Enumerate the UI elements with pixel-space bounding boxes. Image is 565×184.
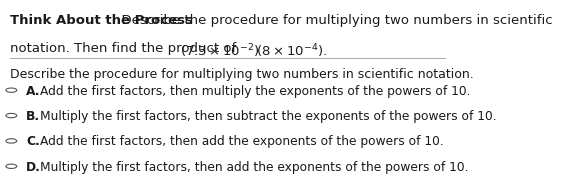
Text: Describe the procedure for multiplying two numbers in scientific notation.: Describe the procedure for multiplying t… — [10, 68, 473, 81]
Text: Multiply the first factors, then add the exponents of the powers of 10.: Multiply the first factors, then add the… — [40, 161, 468, 174]
Text: notation. Then find the product of: notation. Then find the product of — [10, 42, 240, 55]
Text: A.: A. — [26, 85, 41, 98]
Text: Multiply the first factors, then subtract the exponents of the powers of 10.: Multiply the first factors, then subtrac… — [40, 110, 497, 123]
Text: Describe the procedure for multiplying two numbers in scientific: Describe the procedure for multiplying t… — [114, 14, 553, 27]
Text: C.: C. — [26, 135, 40, 148]
Text: $\left(7.3\times10^{-2}\right)\!\left(8\times10^{-4}\right)$.: $\left(7.3\times10^{-2}\right)\!\left(8\… — [180, 42, 327, 60]
Text: Add the first factors, then multiply the exponents of the powers of 10.: Add the first factors, then multiply the… — [40, 85, 470, 98]
Text: D.: D. — [26, 161, 41, 174]
Text: B.: B. — [26, 110, 40, 123]
Text: Think About the Process: Think About the Process — [10, 14, 193, 27]
Text: Add the first factors, then add the exponents of the powers of 10.: Add the first factors, then add the expo… — [40, 135, 444, 148]
